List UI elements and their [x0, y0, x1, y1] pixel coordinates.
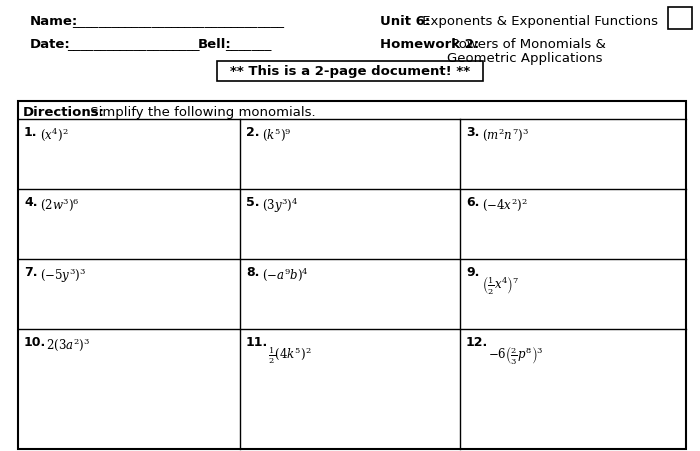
Text: $(-a^9b)^4$: $(-a^9b)^4$	[262, 265, 309, 282]
FancyBboxPatch shape	[217, 62, 483, 82]
Text: 11.: 11.	[246, 335, 268, 348]
Text: $\frac{1}{2}(4k^5)^2$: $\frac{1}{2}(4k^5)^2$	[268, 343, 312, 365]
Text: ________________________________: ________________________________	[72, 15, 284, 28]
Text: Powers of Monomials &: Powers of Monomials &	[447, 38, 606, 51]
Text: $(m^2n^7)^3$: $(m^2n^7)^3$	[482, 126, 529, 143]
Text: Directions:: Directions:	[23, 106, 105, 119]
Text: $2(3a^2)^3$: $2(3a^2)^3$	[46, 335, 90, 352]
Text: $\left(\frac{1}{2}x^4\right)^7$: $\left(\frac{1}{2}x^4\right)^7$	[482, 273, 519, 295]
Text: 4.: 4.	[24, 196, 38, 208]
Text: ____________________: ____________________	[67, 38, 200, 51]
Text: Name:: Name:	[30, 15, 78, 28]
Text: $(-4x^2)^2$: $(-4x^2)^2$	[482, 196, 528, 212]
Text: Geometric Applications: Geometric Applications	[447, 52, 603, 65]
Text: 7.: 7.	[24, 265, 38, 278]
Text: ** This is a 2-page document! **: ** This is a 2-page document! **	[230, 65, 470, 78]
Text: 10.: 10.	[24, 335, 46, 348]
Text: Bell:: Bell:	[198, 38, 232, 51]
Text: $(x^4)^2$: $(x^4)^2$	[40, 126, 69, 143]
Text: _______: _______	[225, 38, 272, 51]
Text: 6.: 6.	[466, 196, 480, 208]
Text: 8.: 8.	[246, 265, 260, 278]
Text: $(2w^3)^6$: $(2w^3)^6$	[40, 196, 80, 212]
Text: 12.: 12.	[466, 335, 489, 348]
Text: 9.: 9.	[466, 265, 480, 278]
Text: Simplify the following monomials.: Simplify the following monomials.	[86, 106, 316, 119]
Text: $(k^5)^9$: $(k^5)^9$	[262, 126, 292, 143]
Text: Homework 2:: Homework 2:	[380, 38, 480, 51]
Text: 2.: 2.	[246, 126, 260, 139]
Text: Unit 6:: Unit 6:	[380, 15, 430, 28]
Text: 3.: 3.	[466, 126, 480, 139]
Text: 5.: 5.	[246, 196, 260, 208]
Bar	[18, 102, 686, 449]
Text: $(3y^3)^4$: $(3y^3)^4$	[262, 196, 298, 214]
Text: Date:: Date:	[30, 38, 71, 51]
Text: $(-5y^3)^3$: $(-5y^3)^3$	[40, 265, 86, 284]
Text: 1.: 1.	[24, 126, 38, 139]
Bar	[668, 8, 692, 30]
Text: $-6\left(\frac{2}{3}p^8\right)^3$: $-6\left(\frac{2}{3}p^8\right)^3$	[488, 343, 543, 365]
Text: Exponents & Exponential Functions: Exponents & Exponential Functions	[418, 15, 658, 28]
